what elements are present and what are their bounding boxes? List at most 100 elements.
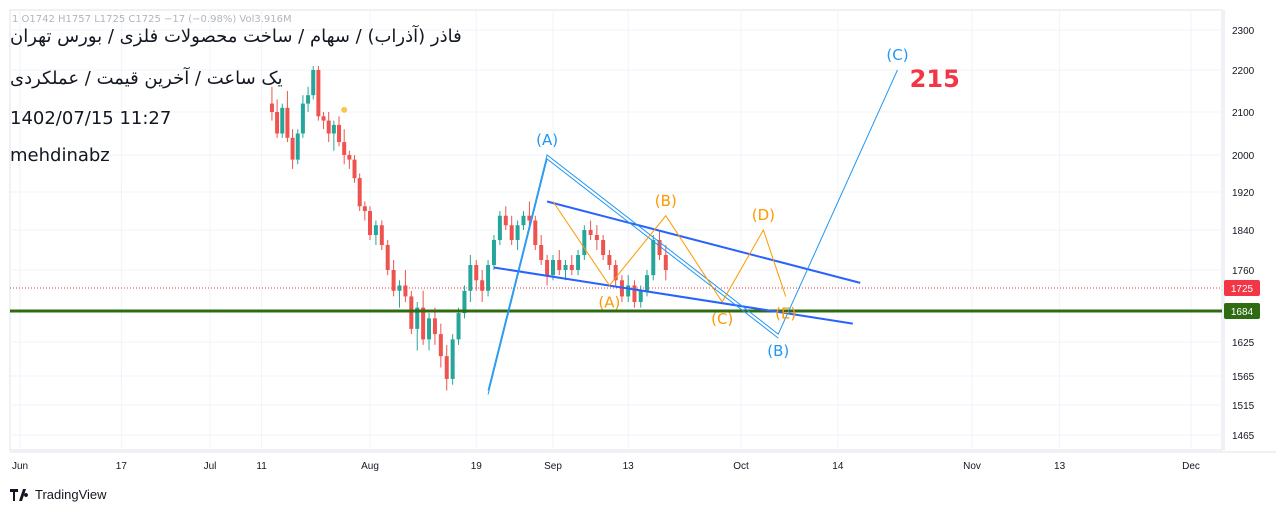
candle-body xyxy=(438,334,443,357)
candle-body xyxy=(379,225,384,245)
candle-body xyxy=(563,265,568,270)
wave-label: (A) xyxy=(536,131,558,149)
chart-grid xyxy=(9,9,1223,451)
candle-body xyxy=(582,230,587,255)
candle-body xyxy=(306,95,311,104)
time-tick-label: Dec xyxy=(1182,461,1200,472)
candle-body xyxy=(331,124,336,134)
candle-body xyxy=(295,133,300,160)
candle-body xyxy=(397,285,402,291)
tradingview-icon xyxy=(10,488,29,501)
time-tick-label: 13 xyxy=(623,461,635,472)
candle-body xyxy=(373,225,378,235)
candle-body xyxy=(569,265,574,270)
price-tick-label: 2200 xyxy=(1232,66,1255,77)
current-price-tag xyxy=(1224,280,1260,296)
candle-body xyxy=(362,206,367,211)
price-tick-label: 2300 xyxy=(1232,26,1255,37)
price-axis[interactable]: 1465 1515 1565 1625 1760 1840 1920 2000 2100 2200… xyxy=(1223,10,1260,450)
time-tick-label: Jun xyxy=(12,461,28,472)
candle-body xyxy=(607,255,612,265)
price-tick-label: 1565 xyxy=(1232,372,1255,383)
candle-body xyxy=(456,313,461,340)
candle-body xyxy=(347,155,352,160)
candle-body xyxy=(311,70,316,96)
support-price-tag-label: 1684 xyxy=(1231,307,1254,318)
candle-body xyxy=(474,265,479,281)
candle-body xyxy=(385,245,390,270)
tradingview-logo[interactable]: TradingView xyxy=(10,487,107,502)
candle-body xyxy=(444,356,449,379)
price-tick-label: 2100 xyxy=(1232,108,1255,119)
candle-body xyxy=(645,275,649,291)
support-price-tag xyxy=(1224,303,1260,319)
price-tick-label: 1920 xyxy=(1232,188,1255,199)
price-tick-label: 2000 xyxy=(1232,151,1255,162)
candle-body xyxy=(468,265,473,291)
candle-body xyxy=(491,240,496,265)
candle-body xyxy=(651,240,656,276)
price-tick-label: 1515 xyxy=(1232,401,1255,412)
candle-body xyxy=(391,270,396,291)
candle-body xyxy=(663,255,668,270)
wave-label: (B) xyxy=(767,342,789,360)
candle-body xyxy=(588,230,593,235)
price-tick-label: 1840 xyxy=(1232,226,1255,237)
candle-body xyxy=(632,285,637,303)
wave-label: (B) xyxy=(655,192,677,210)
target-label: 215 xyxy=(910,65,960,93)
candle-body xyxy=(409,296,414,329)
time-tick-label: Sep xyxy=(544,461,562,472)
candle-body xyxy=(432,318,437,335)
candle-body xyxy=(551,260,555,276)
candle-body xyxy=(503,215,508,226)
candle-body xyxy=(427,318,432,340)
pivot-dot xyxy=(341,106,348,113)
price-tick-label: 1465 xyxy=(1232,431,1255,442)
candle-body xyxy=(280,107,285,134)
candle-body xyxy=(368,211,372,235)
time-tick-label: 19 xyxy=(471,461,483,472)
candle-body xyxy=(576,255,581,270)
tradingview-logo-text: TradingView xyxy=(35,487,107,502)
candle-body xyxy=(269,103,274,112)
candle-body xyxy=(601,240,606,255)
chart-title: فاذر (آذراب) / سهام / ساخت محصولات فلزی … xyxy=(10,26,462,47)
time-tick-label: Oct xyxy=(733,461,749,472)
time-axis[interactable]: Jun 17 Jul 11 Aug 19 Sep 13 Oct 14 Nov 13 Dec xyxy=(10,451,1276,472)
channel-lower-line xyxy=(493,266,853,325)
price-tick-label: 1625 xyxy=(1232,338,1255,349)
candle-body xyxy=(539,245,544,260)
candle-body xyxy=(275,112,280,134)
candle-body xyxy=(509,225,514,240)
candle-body xyxy=(545,260,550,276)
candle-body xyxy=(486,265,491,291)
drawing-tools xyxy=(10,69,1222,395)
candle-body xyxy=(290,137,295,160)
candle-body xyxy=(594,235,599,240)
time-tick-label: Jul xyxy=(204,461,217,472)
candle-body xyxy=(533,220,538,245)
candle-body xyxy=(527,215,532,221)
candle-body xyxy=(415,307,420,329)
chart-datetime: 1402/07/15 11:27 xyxy=(10,108,172,129)
candle-body xyxy=(515,225,520,240)
wave-labels: (A) (B) (C) (A) (B) (C) (D) (E) 215 xyxy=(536,46,960,360)
candle-body xyxy=(480,280,485,291)
wave-label: (C) xyxy=(711,310,733,328)
wave-abcde-orange xyxy=(552,201,787,303)
candle-body xyxy=(613,265,618,281)
ohlc-strip: 1 O1742 H1757 L1725 C1725 −17 (−0.98%) V… xyxy=(12,14,292,25)
candle-body xyxy=(403,285,408,297)
wave-label: (C) xyxy=(886,46,908,64)
wave-abc-blue xyxy=(487,69,898,391)
candle-body xyxy=(316,70,321,117)
candle-body xyxy=(357,178,362,207)
candle-body xyxy=(638,290,643,303)
time-tick-label: Aug xyxy=(361,461,379,472)
chart-author: mehdinabz xyxy=(10,145,110,166)
candle-body xyxy=(326,120,331,134)
candle-body xyxy=(450,339,455,379)
current-price-tag-label: 1725 xyxy=(1231,284,1254,295)
